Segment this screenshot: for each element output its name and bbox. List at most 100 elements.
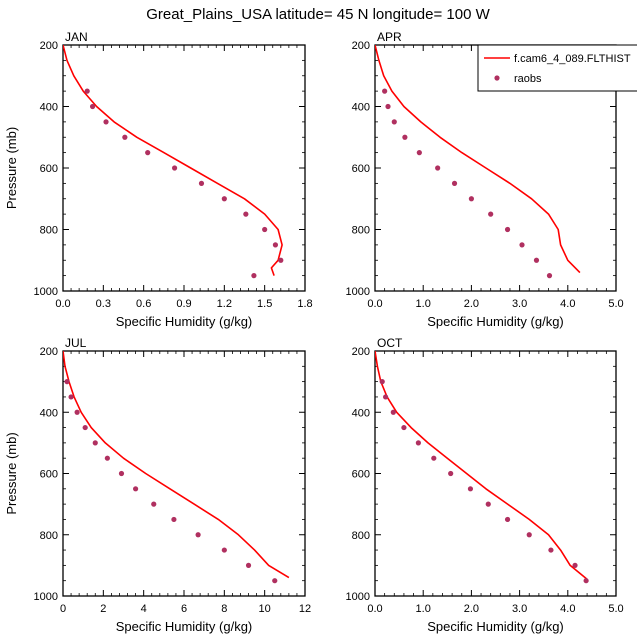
obs-point [151, 501, 157, 507]
obs-point [391, 119, 397, 125]
y-axis-label: Pressure (mb) [4, 127, 19, 209]
obs-point [103, 119, 109, 125]
plot-frame [62, 350, 306, 597]
obs-point [171, 516, 177, 523]
y-tick-label: 800 [40, 530, 58, 542]
y-tick-label: 1000 [34, 286, 58, 298]
x-tick-label: 6 [181, 603, 187, 615]
obs-point [504, 226, 511, 233]
obs-point [448, 470, 454, 477]
obs-point [251, 273, 257, 279]
y-tick-label: 200 [352, 346, 370, 358]
y-tick-label: 200 [352, 40, 370, 52]
obs-point [68, 394, 74, 400]
plot-area [63, 351, 290, 584]
model-line [63, 45, 283, 276]
legend-model-label: f.cam6_4_089.FLTHIST [514, 53, 631, 65]
y-axis-label: Pressure (mb) [4, 432, 19, 514]
panel-label: APR [377, 30, 402, 44]
obs-point [451, 180, 458, 186]
x-tick-label: 0.3 [96, 298, 111, 310]
x-tick-label: 1.8 [297, 298, 312, 310]
model-line [63, 351, 290, 579]
obs-point [385, 103, 391, 110]
x-tick-label: 2.0 [464, 298, 479, 310]
x-tick-label: 4 [141, 603, 147, 615]
y-tick-label: 800 [352, 225, 370, 237]
obs-point [383, 394, 389, 400]
y-tick-label: 200 [40, 40, 58, 52]
obs-point [133, 486, 139, 492]
obs-point [435, 165, 441, 171]
obs-point [546, 273, 553, 279]
obs-point [243, 211, 249, 217]
x-tick-label: 5.0 [608, 603, 623, 615]
obs-point [122, 134, 128, 140]
y-tick-label: 800 [352, 530, 370, 542]
x-tick-label: 1.2 [217, 298, 232, 310]
y-tick-label: 400 [40, 102, 58, 114]
y-tick-label: 400 [352, 102, 370, 114]
panel-label: JUL [65, 336, 87, 350]
x-tick-label: 12 [299, 603, 311, 615]
x-tick-label: 1.5 [257, 298, 272, 310]
obs-point [583, 578, 589, 584]
obs-point [89, 103, 96, 110]
x-tick-label: 2.0 [464, 603, 479, 615]
obs-point [272, 242, 279, 248]
panel-label: OCT [377, 336, 403, 350]
x-tick-label: 0.0 [367, 603, 382, 615]
obs-point [485, 501, 491, 507]
x-tick-label: 4.0 [560, 603, 575, 615]
obs-point [533, 257, 540, 263]
plot-area [63, 45, 284, 279]
y-tick-label: 600 [40, 469, 58, 481]
y-tick-label: 400 [40, 407, 58, 419]
x-tick-label: 0.9 [176, 298, 191, 310]
obs-point [415, 440, 421, 446]
obs-point [84, 88, 90, 94]
y-tick-label: 1000 [34, 591, 58, 603]
legend-marker-swatch [494, 75, 500, 81]
obs-point [272, 578, 278, 584]
plot-frame [374, 350, 617, 597]
obs-point [278, 257, 284, 263]
x-tick-label: 0.6 [136, 298, 151, 310]
x-axis-label: Specific Humidity (g/kg) [427, 314, 564, 329]
x-tick-label: 4.0 [560, 298, 575, 310]
obs-point [488, 211, 494, 217]
x-axis-label: Specific Humidity (g/kg) [116, 314, 253, 329]
figure-title: Great_Plains_USA latitude= 45 N longitud… [146, 6, 490, 23]
x-tick-label: 5.0 [608, 298, 623, 310]
panel-label: JAN [65, 30, 88, 44]
obs-point [262, 226, 268, 233]
obs-point [548, 547, 554, 553]
x-tick-label: 1.0 [416, 603, 431, 615]
obs-point [82, 424, 88, 431]
x-tick-label: 0 [60, 603, 66, 615]
obs-point [198, 180, 205, 186]
obs-point [431, 455, 437, 461]
x-tick-label: 3.0 [512, 603, 527, 615]
y-tick-label: 200 [40, 346, 58, 358]
obs-point [74, 409, 80, 415]
obs-point [145, 150, 151, 156]
model-line [375, 351, 588, 580]
obs-point [64, 379, 70, 385]
obs-point [519, 242, 525, 248]
panel-jan: 0.0 0.3 0.6 0.9 1.2 1.5 1.8 200 400 600 800 1000 JAN… [4, 30, 313, 329]
y-tick-label: 1000 [346, 286, 370, 298]
obs-point [526, 532, 532, 538]
y-tick-label: 1000 [346, 591, 370, 603]
obs-point [118, 470, 125, 477]
legend-obs-label: raobs [514, 73, 542, 85]
panel-jul: 0 2 4 6 8 10 12 200 400 600 800 1000 JUL Specific Hum… [4, 336, 311, 634]
x-tick-label: 0.0 [367, 298, 382, 310]
obs-point [468, 196, 474, 202]
obs-point [504, 516, 511, 523]
obs-point [382, 88, 388, 94]
x-tick-label: 1.0 [416, 298, 431, 310]
obs-point [416, 150, 422, 156]
